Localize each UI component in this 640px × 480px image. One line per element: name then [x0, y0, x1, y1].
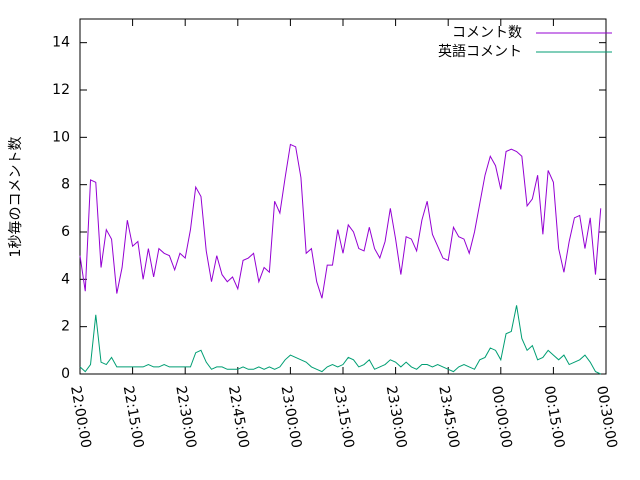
y-tick-label: 12 [52, 82, 70, 98]
y-axis-label: 1秒毎のコメント数 [8, 137, 24, 258]
y-tick-label: 6 [61, 224, 70, 240]
plot-frame [79, 18, 607, 375]
y-tick-label: 0 [61, 366, 70, 382]
data-line [79, 143, 602, 299]
y-tick-label: 14 [52, 35, 70, 51]
legend-label: コメント数 [452, 25, 522, 41]
data-line [79, 305, 601, 375]
y-tick-label: 10 [52, 129, 70, 145]
y-tick-label: 8 [61, 177, 70, 193]
y-tick-label: 4 [61, 271, 70, 287]
legend-label: 英語コメント [438, 43, 522, 60]
y-tick-label: 2 [61, 319, 70, 335]
